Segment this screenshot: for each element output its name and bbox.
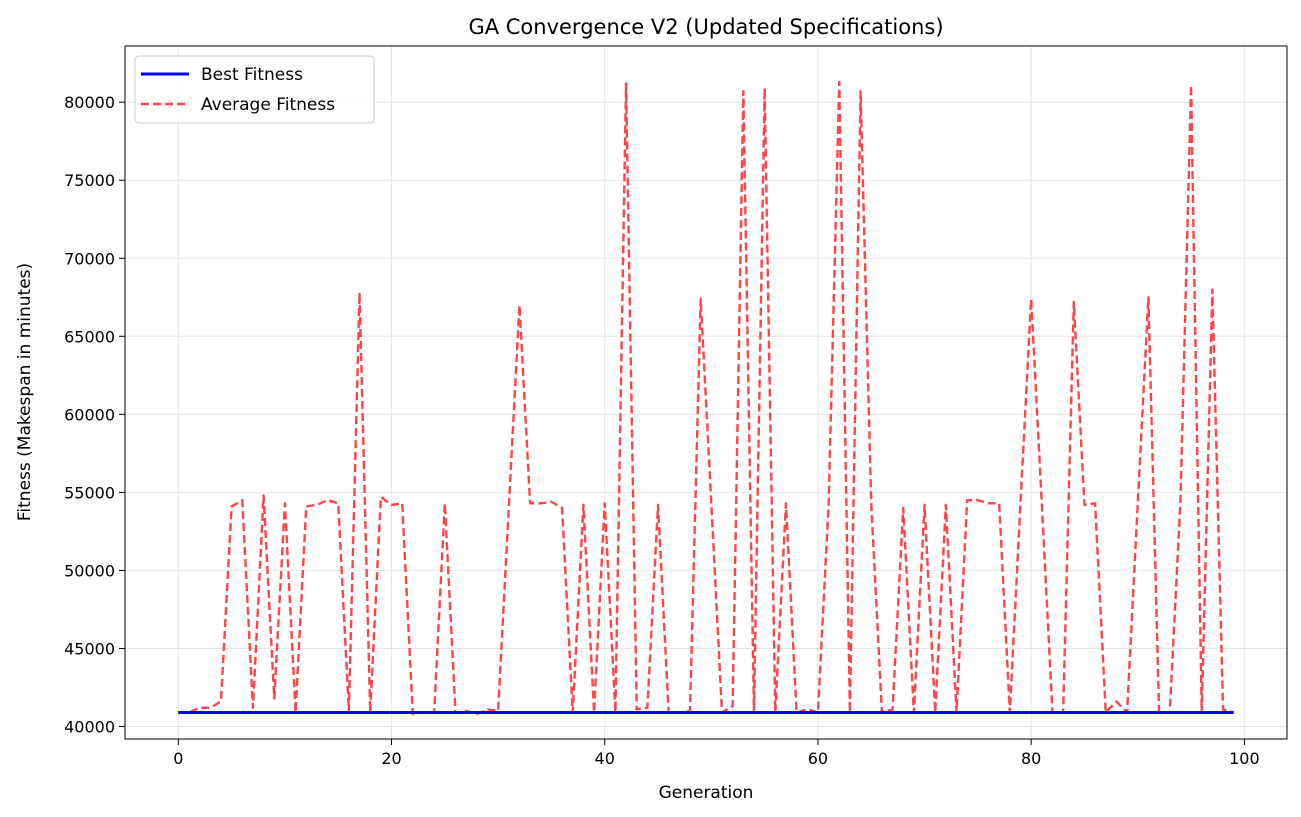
plot-area-frame bbox=[124, 45, 1288, 740]
y-tick-label-3: 55000 bbox=[64, 483, 115, 502]
x-tick-label-0: 0 bbox=[173, 749, 183, 768]
x-tick-label-4: 80 bbox=[1021, 749, 1041, 768]
y-tick-label-8: 80000 bbox=[64, 93, 115, 112]
x-tick-label-3: 60 bbox=[808, 749, 828, 768]
x-tick-label-2: 40 bbox=[595, 749, 615, 768]
y-tick-label-1: 45000 bbox=[64, 639, 115, 658]
x-tick-label-5: 100 bbox=[1229, 749, 1260, 768]
y-axis-label: Fitness (Makespan in minutes) bbox=[15, 263, 35, 521]
y-tick-label-4: 60000 bbox=[64, 405, 115, 424]
series-line-average-fitness bbox=[178, 80, 1235, 716]
y-axis-ticks: 40000 45000 50000 55000 60000 65000 70000 75000… bbox=[64, 93, 125, 737]
x-axis-ticks: 0 20 40 60 80 100 bbox=[173, 739, 1260, 768]
legend-label-best-fitness: Best Fitness bbox=[201, 65, 303, 85]
x-axis-label: Generation bbox=[659, 783, 754, 803]
chart-title: GA Convergence V2 (Updated Specification… bbox=[468, 15, 943, 39]
y-tick-label-7: 75000 bbox=[64, 171, 115, 190]
legend: Best Fitness Average Fitness bbox=[134, 55, 375, 124]
x-tick-label-1: 20 bbox=[381, 749, 401, 768]
y-tick-label-5: 65000 bbox=[64, 327, 115, 346]
legend-label-average-fitness: Average Fitness bbox=[201, 95, 335, 115]
y-tick-label-2: 50000 bbox=[64, 561, 115, 580]
legend-box bbox=[134, 55, 375, 124]
y-tick-label-0: 40000 bbox=[64, 718, 115, 737]
y-tick-label-6: 70000 bbox=[64, 249, 115, 268]
series-lines bbox=[178, 80, 1235, 716]
